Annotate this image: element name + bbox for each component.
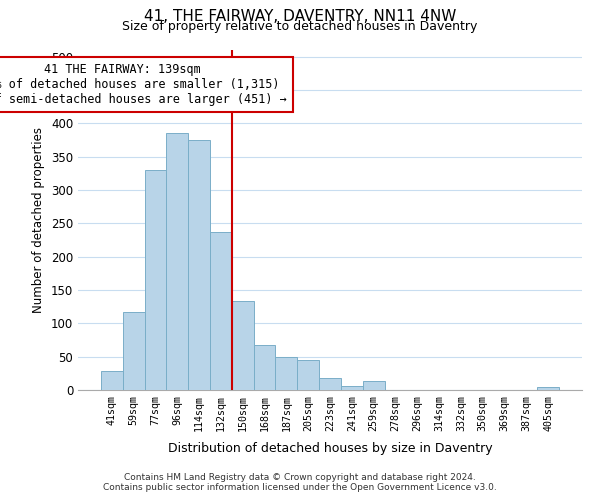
Bar — [232, 302, 254, 390]
Bar — [537, 386, 559, 390]
Bar — [145, 170, 166, 390]
Text: Contains HM Land Registry data © Crown copyright and database right 2024.
Contai: Contains HM Land Registry data © Crown c… — [103, 473, 497, 492]
Bar — [297, 360, 319, 390]
Bar — [123, 312, 145, 390]
Bar — [101, 372, 123, 390]
Text: 41, THE FAIRWAY, DAVENTRY, NN11 4NW: 41, THE FAIRWAY, DAVENTRY, NN11 4NW — [144, 9, 456, 24]
Y-axis label: Number of detached properties: Number of detached properties — [32, 127, 46, 313]
Bar — [319, 378, 341, 390]
X-axis label: Distribution of detached houses by size in Daventry: Distribution of detached houses by size … — [167, 442, 493, 455]
Text: 41 THE FAIRWAY: 139sqm
← 73% of detached houses are smaller (1,315)
25% of semi-: 41 THE FAIRWAY: 139sqm ← 73% of detached… — [0, 64, 287, 106]
Bar — [254, 346, 275, 390]
Bar — [363, 382, 385, 390]
Bar — [166, 134, 188, 390]
Bar — [210, 232, 232, 390]
Bar — [188, 140, 210, 390]
Bar — [275, 356, 297, 390]
Text: Size of property relative to detached houses in Daventry: Size of property relative to detached ho… — [122, 20, 478, 33]
Bar — [341, 386, 363, 390]
